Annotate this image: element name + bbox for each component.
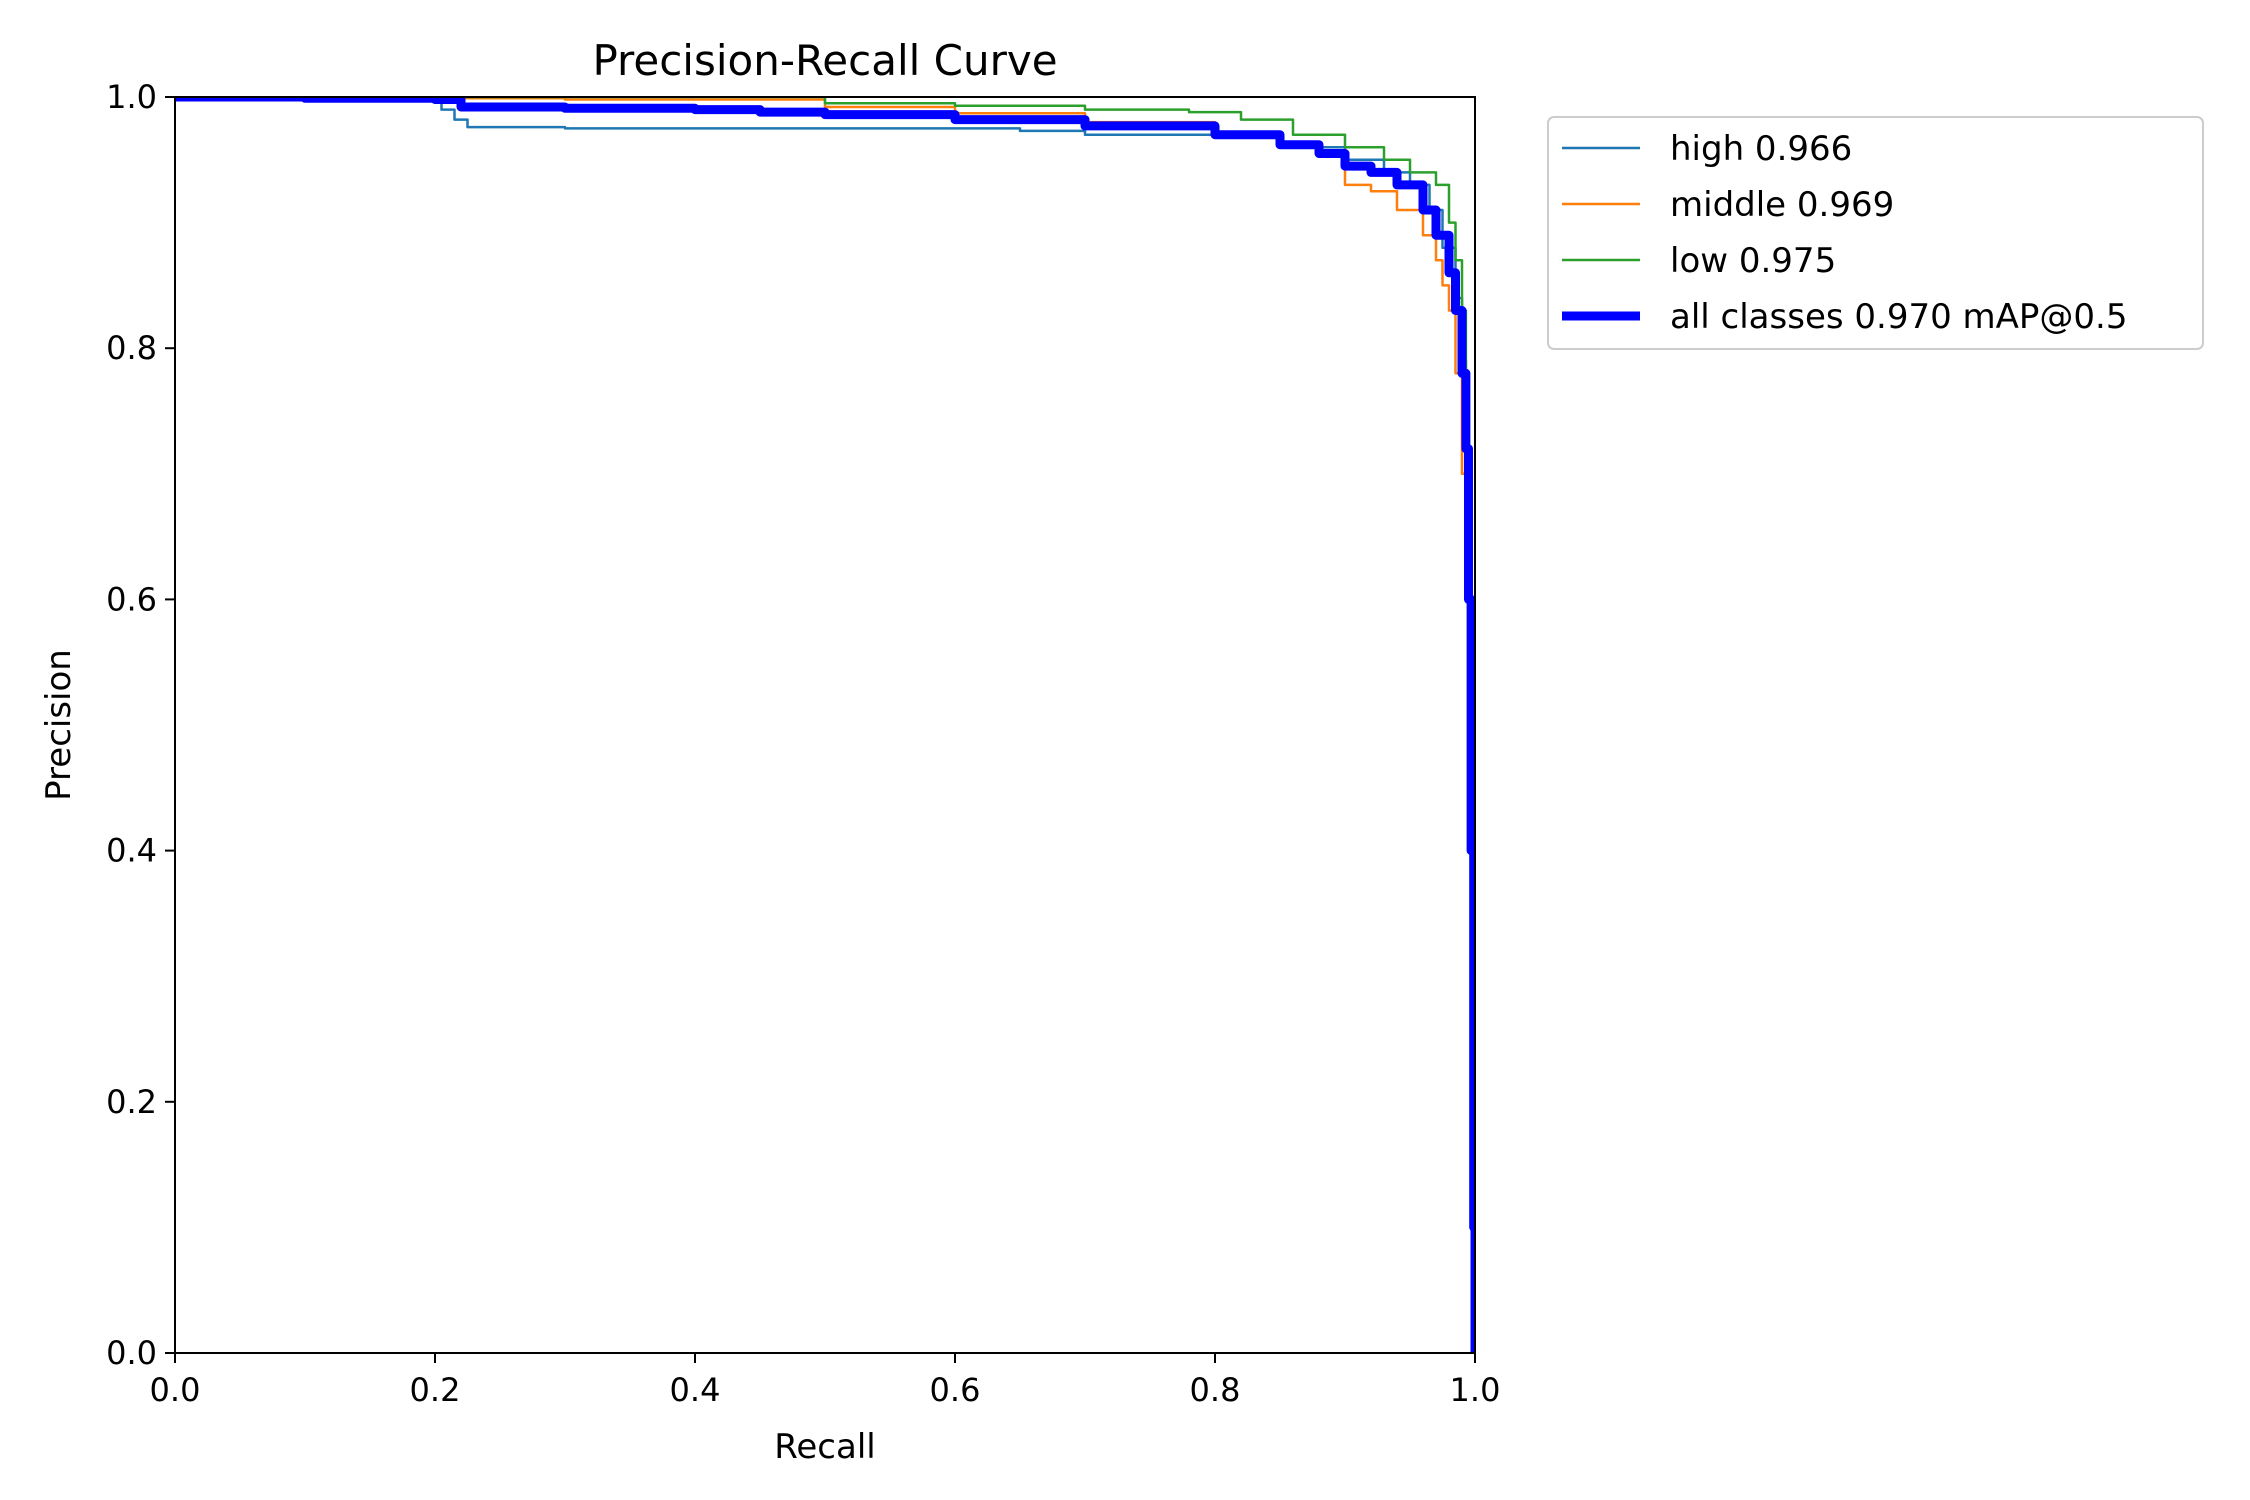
- legend-label: low 0.975: [1670, 241, 1836, 281]
- plot-area-frame: [174, 96, 1476, 1354]
- x-tick-label: 0.8: [1190, 1371, 1241, 1409]
- y-tick-label: 0.4: [106, 832, 157, 870]
- x-axis: 0.0 0.2 0.4 0.6 0.8 1.0: [150, 1353, 1501, 1409]
- legend-box: [1547, 116, 2204, 350]
- y-tick-label: 0.6: [106, 580, 157, 618]
- legend-label: middle 0.969: [1670, 185, 1894, 225]
- y-axis-label: Precision: [39, 649, 79, 801]
- x-axis-label: Recall: [774, 1427, 875, 1467]
- x-tick-label: 0.0: [150, 1371, 201, 1409]
- x-tick-label: 0.6: [930, 1371, 981, 1409]
- y-axis: 0.0 0.2 0.4 0.6 0.8 1.0: [106, 78, 175, 1372]
- x-tick-label: 0.4: [670, 1371, 721, 1409]
- legend-label: high 0.966: [1670, 129, 1852, 169]
- legend-label: all classes 0.970 mAP@0.5: [1670, 297, 2127, 337]
- chart-title: Precision-Recall Curve: [592, 36, 1057, 85]
- series-line-3: [175, 97, 1475, 1353]
- y-tick-label: 0.2: [106, 1083, 157, 1121]
- legend: high 0.966 middle 0.969 low 0.975 all class…: [1547, 116, 2204, 350]
- x-tick-label: 1.0: [1450, 1371, 1501, 1409]
- y-tick-label: 1.0: [106, 78, 157, 116]
- series-layer: [175, 97, 1475, 1353]
- y-tick-label: 0.0: [106, 1334, 157, 1372]
- y-tick-label: 0.8: [106, 329, 157, 367]
- x-tick-label: 0.2: [410, 1371, 461, 1409]
